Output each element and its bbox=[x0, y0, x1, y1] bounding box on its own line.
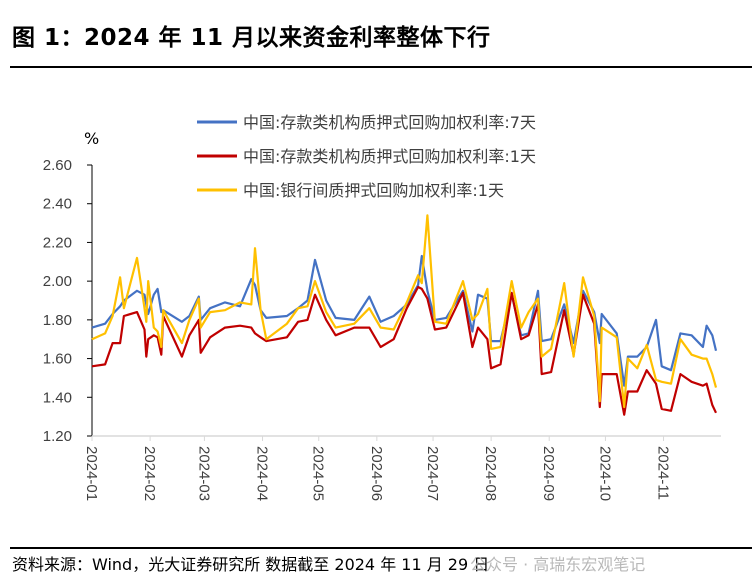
watermark: 公众号 · 高瑞东宏观笔记 bbox=[470, 555, 646, 574]
line-chart: 中国:存款类机构质押式回购加权利率:7天中国:存款类机构质押式回购加权利率:1天… bbox=[43, 113, 721, 501]
x-tick-label: 2024-04 bbox=[254, 446, 271, 501]
source-note: 资料来源：Wind，光大证券研究所 数据截至 2024 年 11 月 29 日 bbox=[12, 555, 490, 574]
y-tick-label: 1.60 bbox=[43, 351, 72, 368]
x-tick-label: 2024-09 bbox=[540, 446, 557, 501]
x-tick-label: 2024-08 bbox=[482, 446, 499, 501]
y-tick-label: 1.40 bbox=[43, 389, 72, 406]
x-tick-label: 2024-06 bbox=[368, 446, 385, 501]
y-tick-label: 2.40 bbox=[43, 196, 72, 213]
y-tick-label: 2.20 bbox=[43, 234, 72, 251]
y-axis: 2.60 2.40 2.20 2.00 1.80 1.60 1.40 1.20 bbox=[43, 157, 93, 445]
x-tick-label: 2024-01 bbox=[83, 446, 100, 501]
legend-label-3: 中国:银行间质押式回购加权利率:1天 bbox=[243, 181, 504, 200]
x-tick-label: 2024-05 bbox=[310, 446, 327, 501]
y-tick-label: 2.00 bbox=[43, 273, 72, 290]
y-tick-label: 1.80 bbox=[43, 312, 72, 329]
footer-divider bbox=[10, 547, 752, 549]
series-lines bbox=[91, 214, 718, 416]
series-line-1 bbox=[91, 254, 718, 387]
series-line-3 bbox=[91, 214, 718, 409]
x-tick-label: 2024-02 bbox=[141, 446, 158, 501]
legend-label-2: 中国:存款类机构质押式回购加权利率:1天 bbox=[243, 147, 536, 166]
x-tick-label: 2024-03 bbox=[195, 446, 212, 501]
figure-title: 图 1：2024 年 11 月以来资金利率整体下行 bbox=[12, 25, 491, 51]
legend-label-1: 中国:存款类机构质押式回购加权利率:7天 bbox=[243, 113, 536, 132]
y-tick-label: 1.20 bbox=[43, 428, 72, 445]
x-tick-label: 2024-07 bbox=[424, 446, 441, 501]
x-tick-label: 2024-11 bbox=[655, 446, 672, 500]
legend: 中国:存款类机构质押式回购加权利率:7天中国:存款类机构质押式回购加权利率:1天… bbox=[197, 113, 536, 200]
title-divider bbox=[10, 66, 752, 68]
x-axis: 2024-01 2024-02 2024-03 2024-04 2024-05 2024-… bbox=[83, 435, 721, 501]
y-axis-unit: % bbox=[84, 129, 99, 148]
y-tick-label: 2.60 bbox=[43, 157, 72, 174]
x-tick-label: 2024-10 bbox=[596, 446, 613, 501]
